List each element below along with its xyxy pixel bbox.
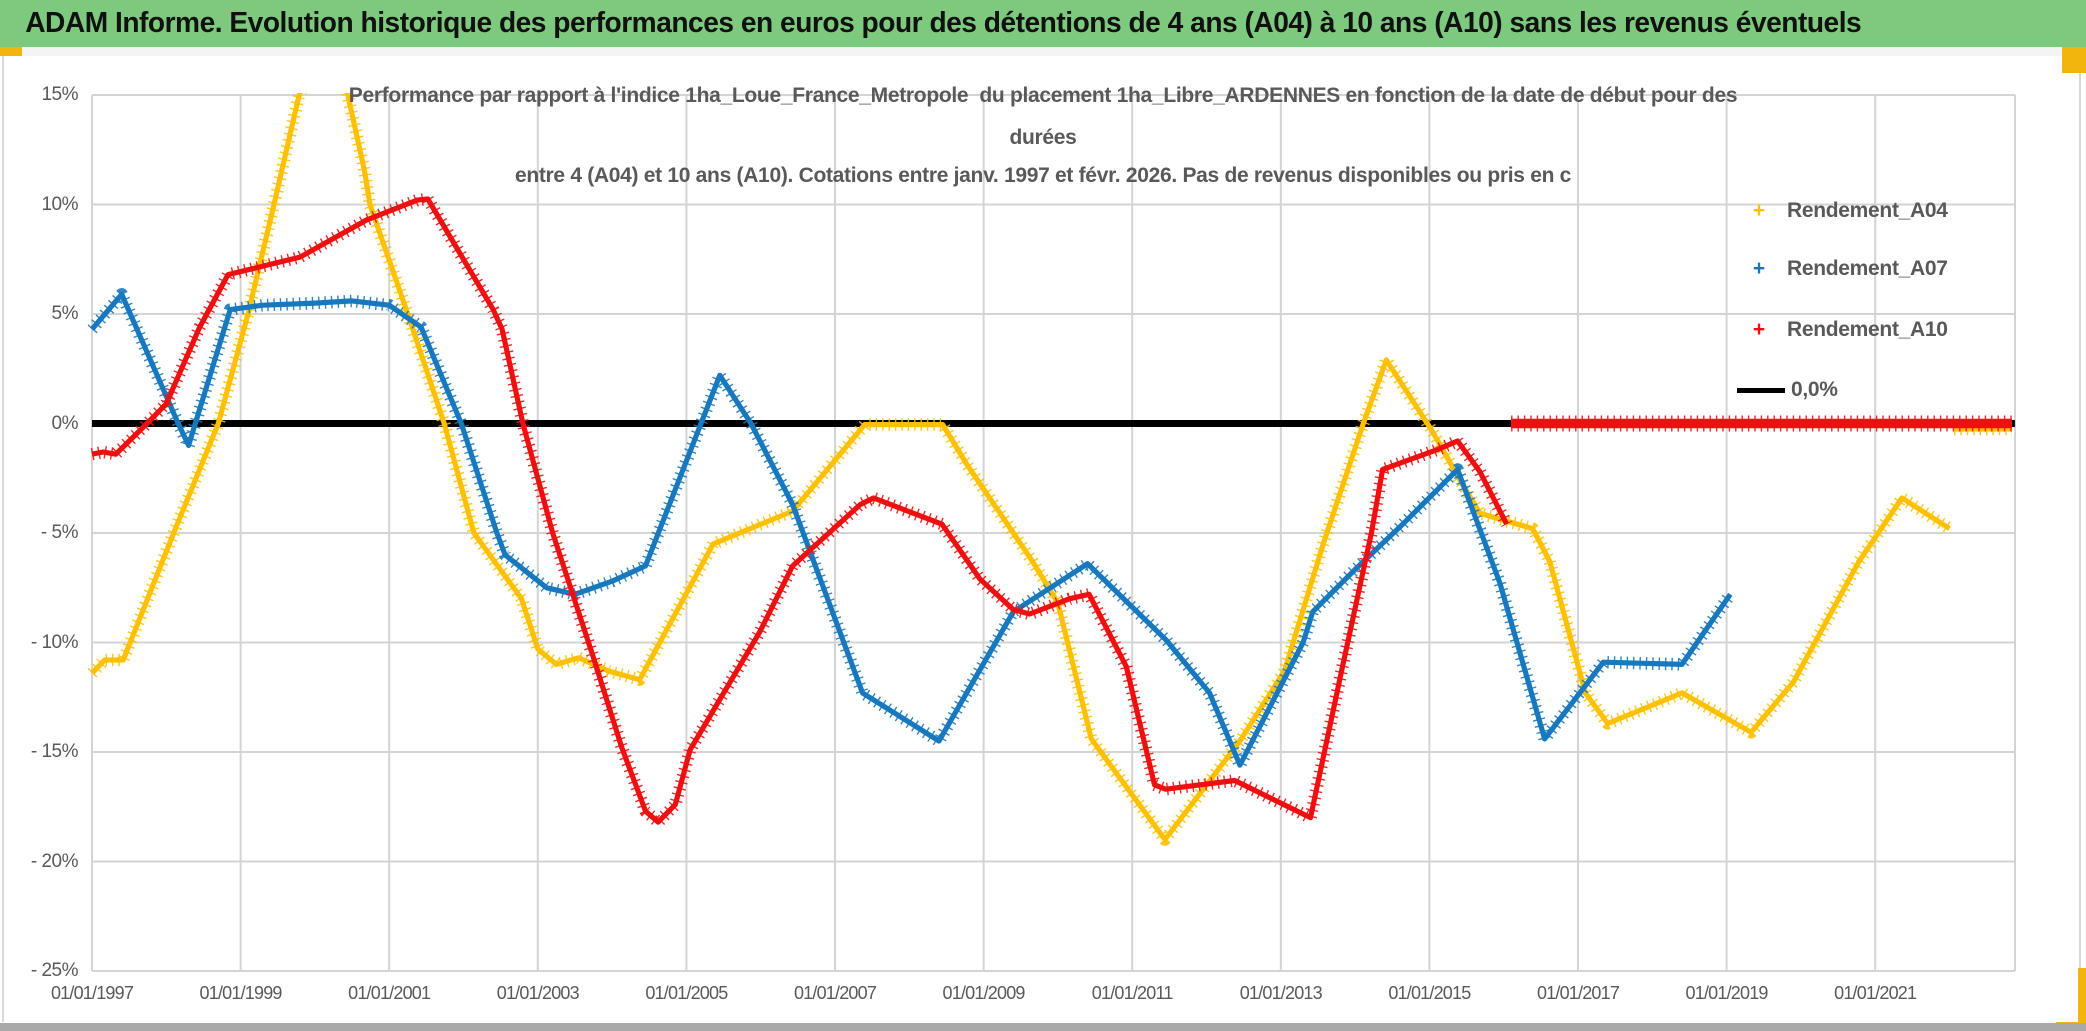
y-axis-label: - 10% xyxy=(30,631,79,653)
legend-item-rendement-a10[interactable]: + Rendement_A10 xyxy=(1737,315,1948,345)
accent-top-left xyxy=(0,47,22,56)
chart-title-line1: Performance par rapport à l'indice 1ha_L… xyxy=(348,84,1738,107)
y-axis-label: 15% xyxy=(41,84,78,105)
legend-plus-marker-icon: + xyxy=(1752,318,1766,341)
x-axis-label: 01/01/2005 xyxy=(645,983,728,1003)
series-rendement-a10 xyxy=(90,192,2012,829)
bottom-strip xyxy=(0,1023,2086,1031)
legend-label: Rendement_A07 xyxy=(1787,257,1948,280)
legend-plus-marker-icon: + xyxy=(1752,257,1766,280)
legend-label: Rendement_A04 xyxy=(1787,199,1948,222)
legend-plus-marker-icon: + xyxy=(1752,199,1766,222)
x-axis-label: 01/01/2011 xyxy=(1091,983,1174,1003)
x-axis-label: 01/01/1999 xyxy=(199,983,283,1003)
x-axis-label: 01/01/2019 xyxy=(1685,983,1769,1003)
accent-right-bar xyxy=(2078,968,2086,1031)
x-axis-label: 01/01/2015 xyxy=(1388,983,1471,1003)
x-axis-label: 01/01/2001 xyxy=(348,983,431,1003)
y-axis-label: 0% xyxy=(51,412,79,434)
legend-item-0-0-[interactable]: 0,0% xyxy=(1737,375,1838,405)
sheet-left-edge xyxy=(2,56,4,1022)
banner-title: ADAM Informe. Evolution historique des p… xyxy=(25,7,1862,39)
y-axis-label: - 5% xyxy=(40,522,79,543)
legend-line-swatch xyxy=(1737,387,1785,393)
y-axis-label: 5% xyxy=(51,303,79,324)
legend-item-rendement-a04[interactable]: + Rendement_A04 xyxy=(1737,196,1948,226)
x-axis-label: 01/01/1997 xyxy=(50,983,134,1003)
y-axis-label: - 15% xyxy=(30,741,79,762)
chart-title-line2: durées xyxy=(1009,126,1077,149)
banner-gap-strip xyxy=(0,47,2086,56)
x-axis-label: 01/01/2017 xyxy=(1536,983,1620,1003)
y-axis-label: - 25% xyxy=(30,960,79,981)
x-axis-label: 01/01/2021 xyxy=(1834,983,1917,1003)
legend-label: Rendement_A10 xyxy=(1787,318,1948,341)
y-axis-label: - 20% xyxy=(30,850,79,872)
series-rendement-a04 xyxy=(88,93,2012,846)
chart-title-line3: entre 4 (A04) et 10 ans (A10). Cotations… xyxy=(514,164,1572,187)
y-axis-label: 10% xyxy=(41,193,78,215)
legend-label: 0,0% xyxy=(1791,378,1838,401)
x-axis-label: 01/01/2009 xyxy=(942,983,1026,1003)
accent-top-right xyxy=(2062,47,2086,73)
x-axis-label: 01/01/2003 xyxy=(496,983,580,1003)
gridlines xyxy=(91,94,2016,972)
x-axis-label: 01/01/2007 xyxy=(793,983,877,1003)
sheet-right-edge xyxy=(2079,73,2081,968)
series-rendement-a07 xyxy=(88,288,1736,772)
banner: ADAM Informe. Evolution historique des p… xyxy=(0,0,2086,47)
legend-item-rendement-a07[interactable]: + Rendement_A07 xyxy=(1737,254,1948,284)
x-axis-label: 01/01/2013 xyxy=(1239,983,1323,1003)
